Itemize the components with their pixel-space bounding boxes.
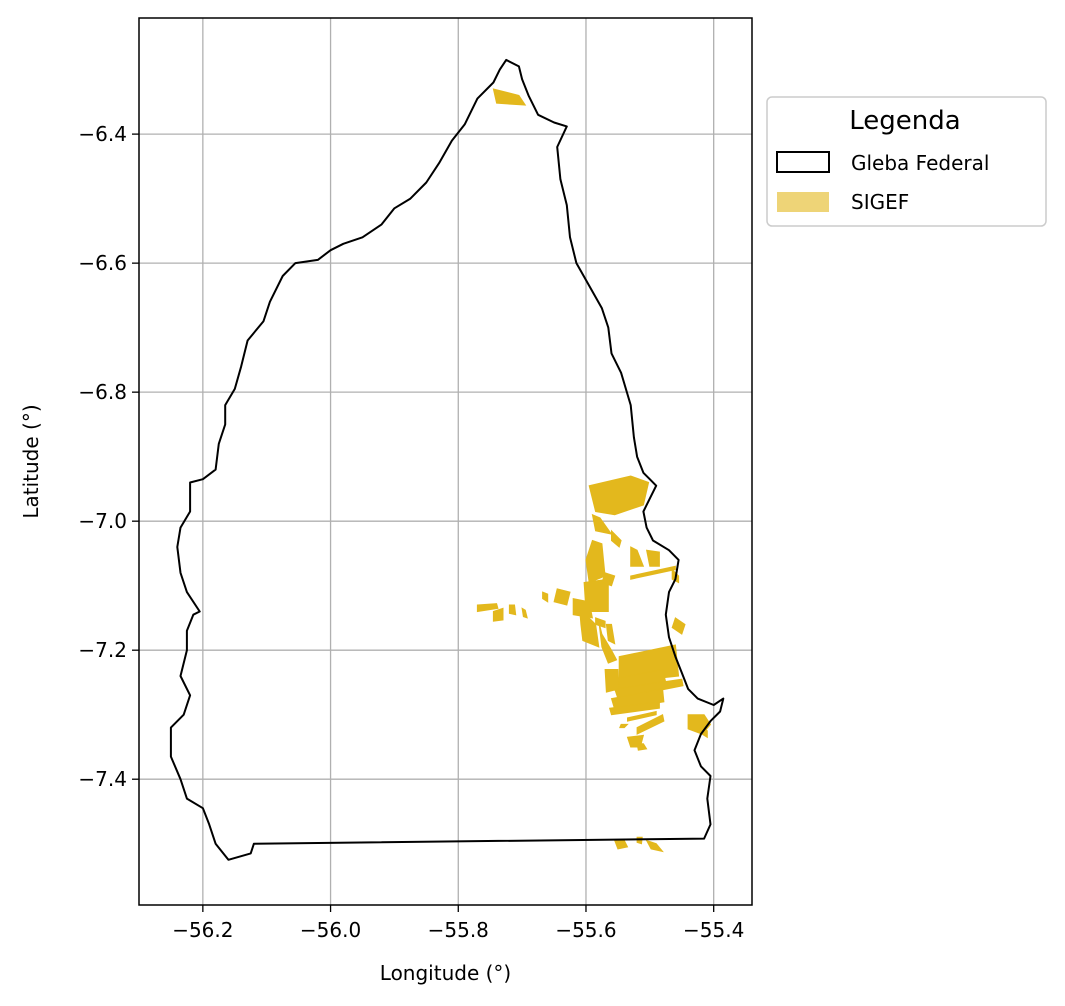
sigef-parcel [636, 713, 665, 735]
sigef-parcel [611, 529, 622, 548]
sigef-parcel [542, 591, 549, 603]
y-tick-label: −6.4 [78, 122, 127, 146]
sigef-parcel [492, 607, 504, 622]
x-tick-label: −55.4 [683, 918, 744, 942]
y-tick-label: −7.2 [78, 638, 127, 662]
sigef-parcel [585, 539, 606, 584]
sigef-parcel [636, 743, 648, 751]
plot-frame [138, 17, 753, 906]
sigef-parcel [627, 710, 657, 722]
sigef-parcel [614, 678, 684, 700]
sigef-parcel [645, 549, 660, 567]
sigef-parcel [492, 88, 527, 106]
legend: Legenda Gleba Federal SIGEF [766, 96, 1047, 227]
legend-label-sigef: SIGEF [851, 190, 909, 214]
x-tick-label: −55.6 [555, 918, 616, 942]
gleba-federal-boundary [169, 58, 725, 861]
sigef-parcel [645, 839, 664, 853]
sigef-parcel [572, 597, 594, 619]
x-tick-label: −55.8 [428, 918, 489, 942]
sigef-parcel [604, 669, 620, 693]
sigef-parcel [619, 723, 629, 729]
sigef-parcel [588, 475, 650, 516]
y-tick-label: −6.6 [78, 251, 127, 275]
sigef-parcel [605, 623, 616, 645]
sigef-parcel [553, 588, 571, 606]
legend-swatch-gleba-federal [776, 151, 830, 173]
sigef-parcel [630, 565, 676, 580]
sigef-parcel [610, 688, 665, 711]
sigef-parcel [636, 836, 643, 845]
y-tick-label: −7.0 [78, 509, 127, 533]
x-tick-label: −56.2 [172, 918, 233, 942]
axis-ticks: −56.2 −56.0 −55.8 −55.6 −55.4 −6.4 −6.6 −6.8 −7.… [78, 122, 744, 942]
sigef-parcel [598, 621, 618, 664]
sigef-parcel [671, 617, 686, 635]
y-axis-label: Latitude (°) [19, 404, 43, 518]
sigef-layer [476, 88, 712, 853]
y-tick-label: −6.8 [78, 380, 127, 404]
legend-box [766, 96, 1047, 227]
sigef-parcel [476, 603, 499, 613]
sigef-parcel [578, 606, 600, 648]
sigef-parcel [508, 604, 517, 616]
gleba-federal-layer [169, 58, 725, 861]
x-axis-label: Longitude (°) [380, 961, 511, 985]
legend-swatch-sigef [777, 192, 829, 212]
sigef-parcel [595, 617, 606, 629]
y-tick-label: −7.4 [78, 767, 127, 791]
legend-title: Legenda [849, 106, 960, 136]
legend-label-gleba-federal: Gleba Federal [851, 151, 989, 175]
sigef-parcel [601, 572, 616, 587]
sigef-parcel [521, 607, 528, 619]
x-tick-label: −56.0 [300, 918, 361, 942]
sigef-parcel [608, 701, 660, 716]
sigef-parcel [630, 546, 645, 567]
